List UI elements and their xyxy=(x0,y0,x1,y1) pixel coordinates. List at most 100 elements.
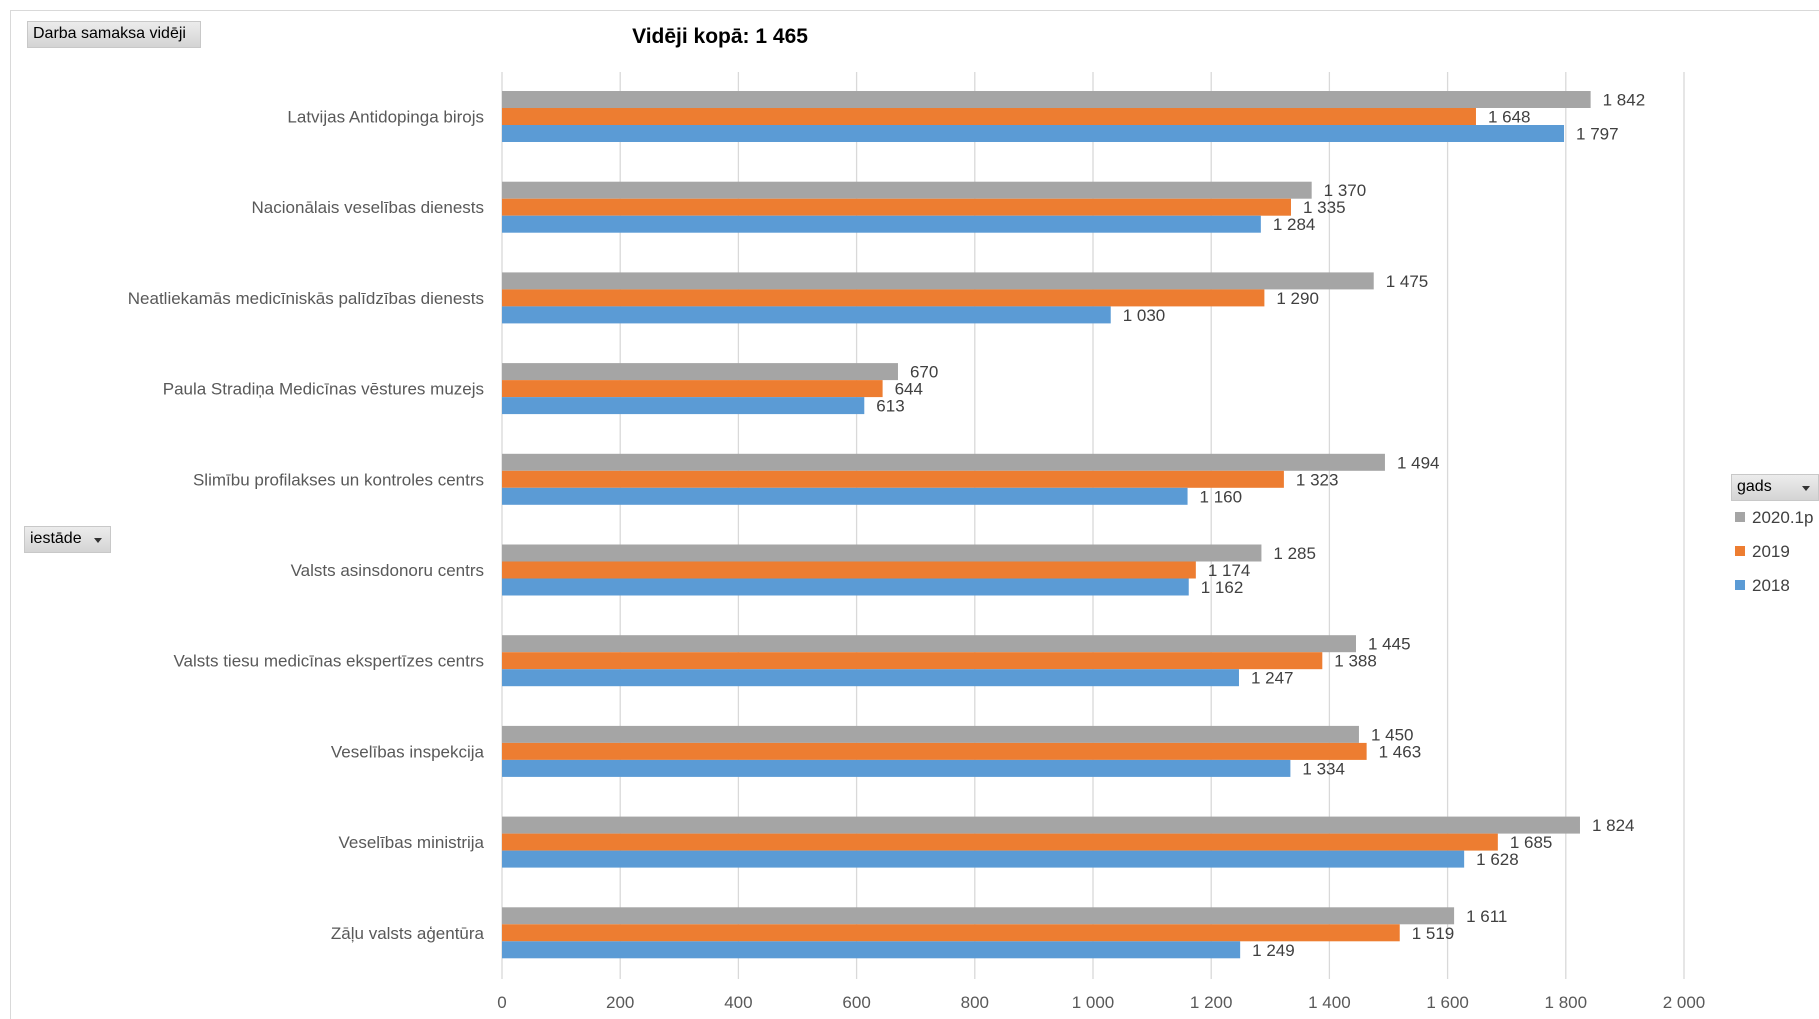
measure-field-button[interactable]: Darba samaksa vidēji xyxy=(27,21,201,48)
data-label: 1 611 xyxy=(1466,907,1507,926)
data-label: 1 174 xyxy=(1208,561,1251,580)
legend-swatch xyxy=(1735,546,1745,556)
bar xyxy=(502,578,1189,596)
legend-item: 2018 xyxy=(1735,576,1790,598)
category-label: Veselības inspekcija xyxy=(331,742,485,761)
x-tick-label: 1 800 xyxy=(1545,993,1588,1012)
bar xyxy=(502,91,1591,108)
bar xyxy=(502,181,1312,199)
category-label: Paula Stradiņa Medicīnas vēstures muzejs xyxy=(163,380,484,399)
bar xyxy=(502,652,1323,670)
bar xyxy=(502,544,1262,562)
data-label: 1 445 xyxy=(1368,635,1411,654)
data-label: 1 824 xyxy=(1592,816,1635,835)
bar xyxy=(502,108,1476,125)
bar xyxy=(502,924,1400,942)
data-label: 1 335 xyxy=(1303,198,1346,217)
category-label: Nacionālais veselības dienests xyxy=(252,198,484,217)
bar xyxy=(502,272,1374,290)
legend-swatch xyxy=(1735,512,1745,522)
data-label: 613 xyxy=(876,397,904,416)
bar xyxy=(502,397,865,415)
data-label: 1 450 xyxy=(1371,725,1414,744)
data-label: 1 628 xyxy=(1476,850,1519,869)
bar xyxy=(502,907,1455,925)
data-label: 1 323 xyxy=(1296,470,1339,489)
data-label: 644 xyxy=(895,380,923,399)
data-label: 1 842 xyxy=(1603,91,1646,110)
bar xyxy=(502,742,1367,760)
bar xyxy=(502,561,1196,579)
data-label: 1 162 xyxy=(1201,578,1244,597)
data-label: 1 463 xyxy=(1379,742,1422,761)
legend-swatch xyxy=(1735,580,1745,590)
category-field-button[interactable]: iestāde xyxy=(24,526,111,553)
category-label: Zāļu valsts aģentūra xyxy=(331,924,485,943)
bar xyxy=(502,363,898,381)
x-tick-label: 1 200 xyxy=(1190,993,1233,1012)
x-tick-label: 1 600 xyxy=(1426,993,1469,1012)
chart-area xyxy=(10,10,1819,1019)
bar xyxy=(502,669,1239,687)
data-label: 1 648 xyxy=(1488,108,1531,127)
category-label: Veselības ministrija xyxy=(338,833,484,852)
x-tick-label: 200 xyxy=(606,993,634,1012)
data-label: 1 388 xyxy=(1334,652,1377,671)
category-label: Latvijas Antidopinga birojs xyxy=(287,108,484,127)
category-field-label: iestāde xyxy=(30,530,82,547)
bar xyxy=(502,306,1111,324)
data-label: 1 797 xyxy=(1576,125,1619,144)
data-label: 1 685 xyxy=(1510,833,1553,852)
chart-title: Vidēji kopā: 1 465 xyxy=(632,25,808,48)
data-label: 1 334 xyxy=(1302,759,1345,778)
legend-item: 2019 xyxy=(1735,542,1790,564)
chevron-down-icon xyxy=(1802,486,1810,491)
category-label: Slimību profilakses un kontroles centrs xyxy=(193,470,484,489)
x-tick-label: 800 xyxy=(961,993,989,1012)
x-tick-label: 1 000 xyxy=(1072,993,1115,1012)
measure-field-label: Darba samaksa vidēji xyxy=(33,25,186,42)
legend-field-label: gads xyxy=(1737,478,1772,495)
x-tick-label: 0 xyxy=(497,993,506,1012)
data-label: 1 519 xyxy=(1412,924,1455,943)
bar xyxy=(502,487,1188,505)
bar xyxy=(502,453,1385,471)
data-label: 1 160 xyxy=(1200,487,1243,506)
x-tick-label: 1 400 xyxy=(1308,993,1351,1012)
bar xyxy=(502,725,1359,743)
bar xyxy=(502,941,1241,959)
data-label: 670 xyxy=(910,363,938,382)
category-label: Neatliekamās medicīniskās palīdzības die… xyxy=(128,289,484,308)
bar xyxy=(502,470,1284,488)
category-label: Valsts tiesu medicīnas ekspertīzes centr… xyxy=(173,652,484,671)
legend-item: 2020.1p xyxy=(1735,508,1813,530)
data-label: 1 285 xyxy=(1273,544,1316,563)
chevron-down-icon xyxy=(94,538,102,543)
bar xyxy=(502,380,883,398)
data-label: 1 247 xyxy=(1251,669,1294,688)
bar xyxy=(502,816,1580,834)
data-label: 1 284 xyxy=(1273,215,1316,234)
x-tick-label: 2 000 xyxy=(1663,993,1706,1012)
data-label: 1 290 xyxy=(1276,289,1319,308)
category-label: Valsts asinsdonoru centrs xyxy=(291,561,484,580)
legend-label: 2019 xyxy=(1752,542,1790,561)
bar xyxy=(502,850,1465,868)
legend-label: 2020.1p xyxy=(1752,508,1814,527)
bar xyxy=(502,198,1291,216)
legend-label: 2018 xyxy=(1752,576,1790,595)
bar xyxy=(502,215,1261,233)
bar xyxy=(502,289,1265,307)
data-label: 1 249 xyxy=(1252,941,1295,960)
bar xyxy=(502,125,1565,142)
bar xyxy=(502,759,1291,777)
data-label: 1 370 xyxy=(1324,181,1367,200)
data-label: 1 475 xyxy=(1386,272,1429,291)
bar xyxy=(502,635,1356,653)
x-tick-label: 400 xyxy=(724,993,752,1012)
data-label: 1 494 xyxy=(1397,453,1440,472)
data-label: 1 030 xyxy=(1123,306,1166,325)
bar xyxy=(502,833,1498,851)
x-tick-label: 600 xyxy=(842,993,870,1012)
